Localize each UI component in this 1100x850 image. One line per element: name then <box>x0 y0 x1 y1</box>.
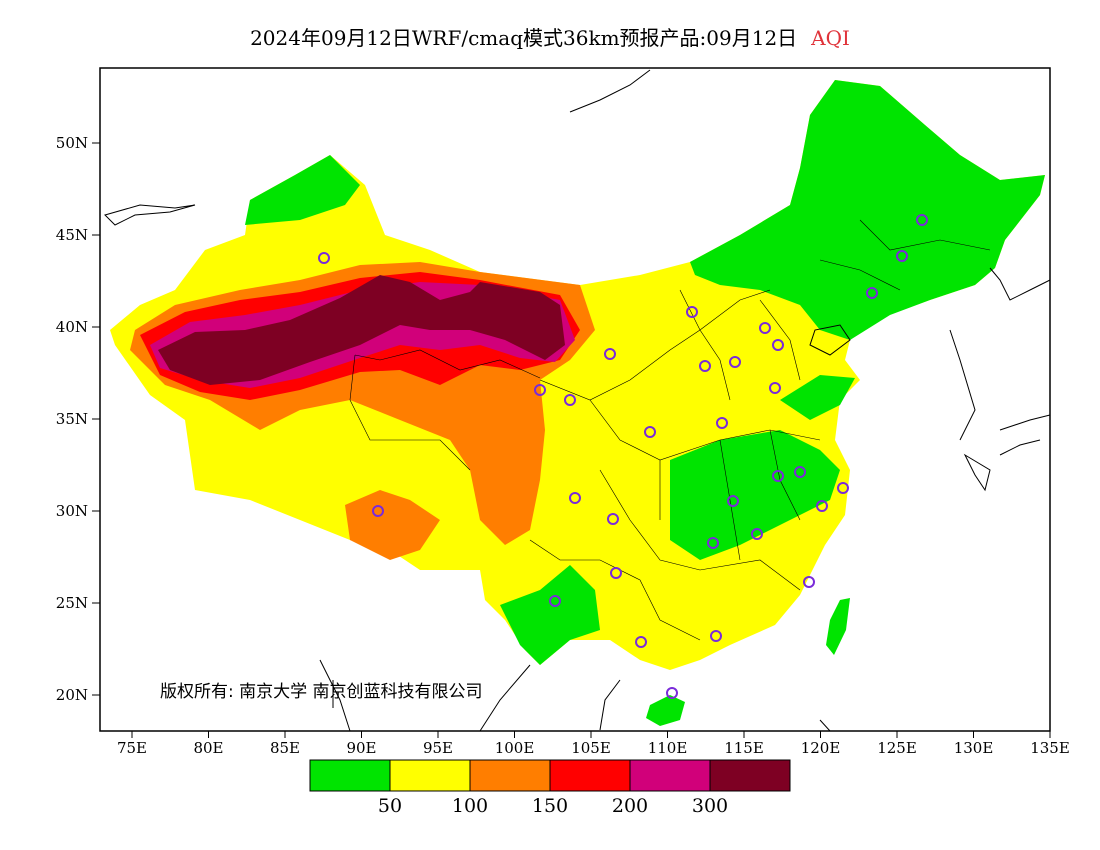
lon-tick-label: 75E <box>117 739 147 757</box>
city-marker <box>318 252 330 264</box>
lon-tick-label: 120E <box>801 739 841 757</box>
legend-swatch <box>309 759 391 792</box>
city-marker <box>699 360 711 372</box>
coast-korea-japan <box>949 267 1051 441</box>
city-marker <box>707 537 719 549</box>
legend-label: 100 <box>452 795 488 817</box>
city-marker <box>751 528 763 540</box>
lat-tick-label: 50N <box>56 134 88 152</box>
region-shandong-green <box>780 375 855 420</box>
title-main: 2024年09月12日WRF/cmaq模式36km预报产品:09月12日 <box>250 26 798 50</box>
longitude-axis: 75E 80E 85E 90E 95E 100E 105E 110E 115E 120E 125E 1… <box>117 731 1070 757</box>
city-marker <box>866 287 878 299</box>
city-marker <box>644 426 656 438</box>
lat-tick-label: 25N <box>56 594 88 612</box>
city-marker <box>729 356 741 368</box>
lat-tick-label: 40N <box>56 318 88 336</box>
lon-tick-label: 135E <box>1030 739 1070 757</box>
coast-kazakh <box>104 204 196 226</box>
legend-swatch <box>389 759 471 792</box>
city-marker <box>604 348 616 360</box>
city-marker <box>564 394 576 406</box>
coast-mongolia-ru <box>569 69 651 113</box>
coast-bohai <box>809 324 851 356</box>
region-central-green <box>670 430 840 560</box>
city-marker <box>666 687 678 699</box>
lon-tick-label: 115E <box>724 739 764 757</box>
region-maroon-core <box>158 275 565 385</box>
city-marker <box>569 492 581 504</box>
lon-tick-label: 125E <box>877 739 917 757</box>
lon-tick-label: 100E <box>495 739 535 757</box>
lat-tick-label: 30N <box>56 502 88 520</box>
city-marker <box>549 595 561 607</box>
region-xinjiang-green <box>245 155 360 225</box>
region-hainan <box>646 695 685 726</box>
city-marker <box>610 567 622 579</box>
legend-swatch <box>469 759 551 792</box>
city-marker <box>816 500 828 512</box>
latitude-axis: 50N 45N 40N 35N 30N 25N 20N <box>56 134 100 704</box>
aqi-legend: 50 100 150 200 300 <box>309 759 791 817</box>
legend-label: 150 <box>532 795 568 817</box>
coastlines <box>104 69 1051 732</box>
title-product: AQI <box>811 26 850 50</box>
city-marker <box>710 630 722 642</box>
china-aqi-fill <box>110 80 1045 726</box>
lon-tick-label: 80E <box>193 739 223 757</box>
legend-swatch <box>709 759 791 792</box>
region-northeast-green <box>690 80 1045 340</box>
city-marker <box>772 470 784 482</box>
lon-tick-label: 130E <box>954 739 994 757</box>
city-marker <box>686 306 698 318</box>
copyright-text: 版权所有: 南京大学 南京创蓝科技有限公司 <box>160 682 483 702</box>
legend-label: 200 <box>612 795 648 817</box>
city-marker <box>727 495 739 507</box>
region-tibet-orange <box>345 490 440 560</box>
lon-tick-label: 110E <box>648 739 688 757</box>
city-marker <box>794 466 806 478</box>
lon-tick-label: 90E <box>346 739 376 757</box>
lon-tick-label: 85E <box>270 739 300 757</box>
city-marker <box>716 417 728 429</box>
region-south-green <box>500 565 600 665</box>
city-marker <box>896 250 908 262</box>
city-marker <box>803 576 815 588</box>
city-marker <box>534 384 546 396</box>
lon-tick-label: 95E <box>423 739 453 757</box>
lat-tick-label: 20N <box>56 686 88 704</box>
city-marker <box>772 339 784 351</box>
lon-tick-label: 105E <box>571 739 611 757</box>
city-marker <box>916 214 928 226</box>
city-marker <box>759 322 771 334</box>
city-marker <box>769 382 781 394</box>
map-title: 2024年09月12日WRF/cmaq模式36km预报产品:09月12日 AQI <box>0 22 1100 51</box>
lat-tick-label: 45N <box>56 226 88 244</box>
legend-label: 50 <box>378 795 402 817</box>
region-taiwan <box>826 598 850 655</box>
city-marker <box>372 505 384 517</box>
lat-tick-label: 35N <box>56 410 88 428</box>
legend-label: 300 <box>692 795 728 817</box>
city-marker <box>635 636 647 648</box>
coast-japan-south <box>963 439 1041 492</box>
coast-indochina <box>319 659 831 732</box>
city-marker <box>837 482 849 494</box>
legend-swatch <box>549 759 631 792</box>
legend-swatch <box>629 759 711 792</box>
city-markers <box>318 214 928 699</box>
city-marker <box>607 513 619 525</box>
